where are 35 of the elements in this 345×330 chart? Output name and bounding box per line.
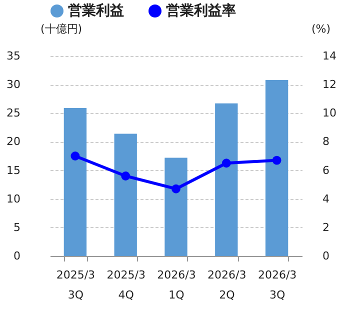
y-tick-label: 35 bbox=[6, 50, 20, 62]
point bbox=[222, 158, 231, 168]
y2-tick-label: 12 bbox=[322, 78, 336, 92]
x-tick-label: 2025/3 3Q bbox=[56, 268, 96, 302]
legend-label: 営業利益率 bbox=[166, 2, 236, 19]
y-tick-label: 0 bbox=[14, 250, 20, 262]
y-tick-label: 5 bbox=[14, 220, 20, 234]
y2-tick-label: 14 bbox=[322, 50, 336, 62]
point bbox=[272, 156, 282, 165]
y2-tick-label: 0 bbox=[322, 250, 330, 262]
x-tick-label: 2026/3 1Q bbox=[157, 268, 196, 302]
y-tick-label: 20 bbox=[6, 135, 20, 148]
bar bbox=[265, 80, 288, 256]
y-tick-label: 30 bbox=[6, 78, 20, 92]
bar bbox=[215, 103, 238, 256]
x-tick-label: 2026/3 3Q bbox=[258, 268, 297, 302]
legend-label: 営業利益 bbox=[68, 3, 124, 19]
y2-tick-label: 4 bbox=[322, 192, 330, 206]
point bbox=[70, 152, 80, 160]
y-tick-label: 15 bbox=[6, 164, 20, 177]
y-axis-title: (十億円) bbox=[40, 22, 82, 36]
point bbox=[121, 172, 130, 180]
y-tick-label: 10 bbox=[6, 192, 20, 206]
y-tick-label: 25 bbox=[6, 106, 20, 120]
bar bbox=[64, 108, 87, 256]
point bbox=[172, 184, 180, 194]
y2-tick-label: 8 bbox=[322, 135, 330, 148]
bar bbox=[114, 134, 137, 256]
y2-tick-label: 10 bbox=[322, 106, 336, 120]
x-tick-label: 2026/3 2Q bbox=[208, 268, 246, 302]
y2-tick-label: 2 bbox=[322, 220, 330, 234]
y2-tick-label: 6 bbox=[322, 164, 330, 177]
x-tick-label: 2025/3 4Q bbox=[106, 268, 146, 302]
y2-axis-title: (%) bbox=[311, 22, 330, 36]
bar bbox=[164, 158, 188, 256]
